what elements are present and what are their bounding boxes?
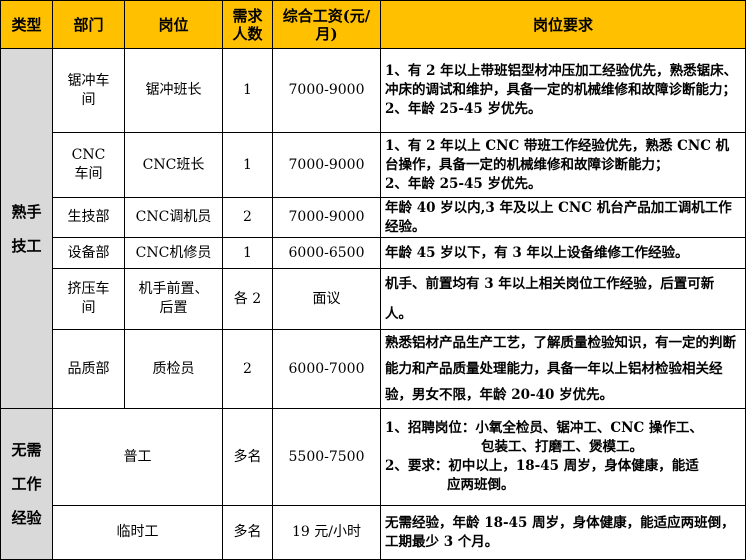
req-line: 2、年龄 25-45 岁优先。 [385, 175, 542, 192]
category-skilled: 熟手技工 [0, 48, 53, 409]
salary: 19 元/小时 [272, 505, 381, 560]
salary: 7000-9000 [272, 132, 381, 198]
salary: 6000-6500 [272, 237, 381, 269]
table-row: 设备部 CNC机修员 1 6000-6500 年龄 45 岁以下，有 3 年以上… [1, 237, 746, 269]
req-line: 1、有 2 年以上 CNC 带班工作经验优先，熟悉 CNC 机台操作，具备一定的… [385, 137, 730, 173]
header-row: 类型 部门 岗位 需求人数 综合工资(元/月) 岗位要求 [0, 0, 746, 49]
header-position: 岗位 [124, 0, 223, 49]
requirements: 1、有 2 年以上带班铝型材冲压加工经验优先，熟悉锯床、冲床的调试和维护，具备一… [380, 48, 746, 133]
req-line: 1、招聘岗位：小氧全检员、锯冲工、CNC 操作工、 [385, 420, 703, 436]
count: 多名 [222, 408, 273, 506]
position: CNC机修员 [124, 237, 223, 269]
requirements: 年龄 40 岁以内,3 年及以上 CNC 机台产品加工调机工作经验。 [380, 197, 746, 238]
count: 1 [222, 237, 273, 269]
position: 临时工 [52, 505, 223, 560]
count: 1 [222, 132, 273, 198]
requirements: 1、招聘岗位：小氧全检员、锯冲工、CNC 操作工、 包装工、打磨工、煲模工。 2… [380, 408, 746, 506]
position: 锯冲班长 [124, 48, 223, 133]
salary: 6000-7000 [272, 329, 381, 409]
table-row: 无需工作经验 普工 多名 5500-7500 1、招聘岗位：小氧全检员、锯冲工、… [0, 408, 746, 560]
header-dept: 部门 [52, 0, 125, 49]
category-unskilled: 无需工作经验 [0, 408, 53, 560]
count: 2 [222, 197, 273, 238]
table-row: 挤压车间 机手前置、后置 各 2 面议 机手、前置均有 3 年以上相关岗位工作经… [1, 268, 746, 330]
position: 机手前置、后置 [124, 268, 223, 330]
req-line: 包装工、打磨工、煲模工。 [481, 439, 643, 455]
salary: 7000-9000 [272, 48, 381, 133]
table-row: 品质部 质检员 2 6000-7000 熟悉铝材产品生产工艺，了解质量检验知识，… [1, 329, 746, 409]
count: 2 [222, 329, 273, 409]
header-type: 类型 [0, 0, 53, 49]
dept: 挤压车间 [52, 268, 125, 330]
dept: 设备部 [52, 237, 125, 269]
req-line: 2、要求：初中以上，18-45 周岁，身体健康，能适 [385, 458, 699, 474]
count: 各 2 [222, 268, 273, 330]
salary: 5500-7500 [272, 408, 381, 506]
req-line: 2、年龄 25-45 岁优先。 [385, 101, 542, 117]
position: CNC班长 [124, 132, 223, 198]
requirements: 熟悉铝材产品生产工艺，了解质量检验知识，有一定的判断能力和产品质量处理能力，具备… [380, 329, 746, 409]
dept: 锯冲车间 [52, 48, 125, 133]
position: 质检员 [124, 329, 223, 409]
header-count: 需求人数 [222, 0, 273, 49]
requirements: 无需经验，年龄 18-45 周岁，身体健康，能适应两班倒，工期最少 3 个月。 [380, 505, 746, 560]
table-row: 生技部 CNC调机员 2 7000-9000 年龄 40 岁以内,3 年及以上 … [1, 197, 746, 238]
requirements: 1、有 2 年以上 CNC 带班工作经验优先，熟悉 CNC 机台操作，具备一定的… [380, 132, 746, 198]
req-line: 应两班倒。 [447, 477, 515, 493]
table-row: CNC车间 CNC班长 1 7000-9000 1、有 2 年以上 CNC 带班… [1, 132, 746, 198]
header-salary: 综合工资(元/月) [272, 0, 381, 49]
count: 1 [222, 48, 273, 133]
salary: 7000-9000 [272, 197, 381, 238]
position: 普工 [52, 408, 223, 506]
requirements: 机手、前置均有 3 年以上相关岗位工作经验，后置可新人。 [380, 268, 746, 330]
table-row: 临时工 多名 19 元/小时 无需经验，年龄 18-45 周岁，身体健康，能适应… [1, 505, 746, 560]
req-line: 1、有 2 年以上带班铝型材冲压加工经验优先，熟悉锯床、冲床的调试和维护，具备一… [385, 63, 738, 98]
position: CNC调机员 [124, 197, 223, 238]
table-row: 熟手技工 锯冲车间 锯冲班长 1 7000-9000 1、有 2 年以上带班铝型… [0, 48, 746, 409]
dept: CNC车间 [52, 132, 125, 198]
requirements: 年龄 45 岁以下，有 3 年以上设备维修工作经验。 [380, 237, 746, 269]
dept: 生技部 [52, 197, 125, 238]
count: 多名 [222, 505, 273, 560]
header-requirements: 岗位要求 [380, 0, 746, 49]
salary: 面议 [272, 268, 381, 330]
dept: 品质部 [52, 329, 125, 409]
